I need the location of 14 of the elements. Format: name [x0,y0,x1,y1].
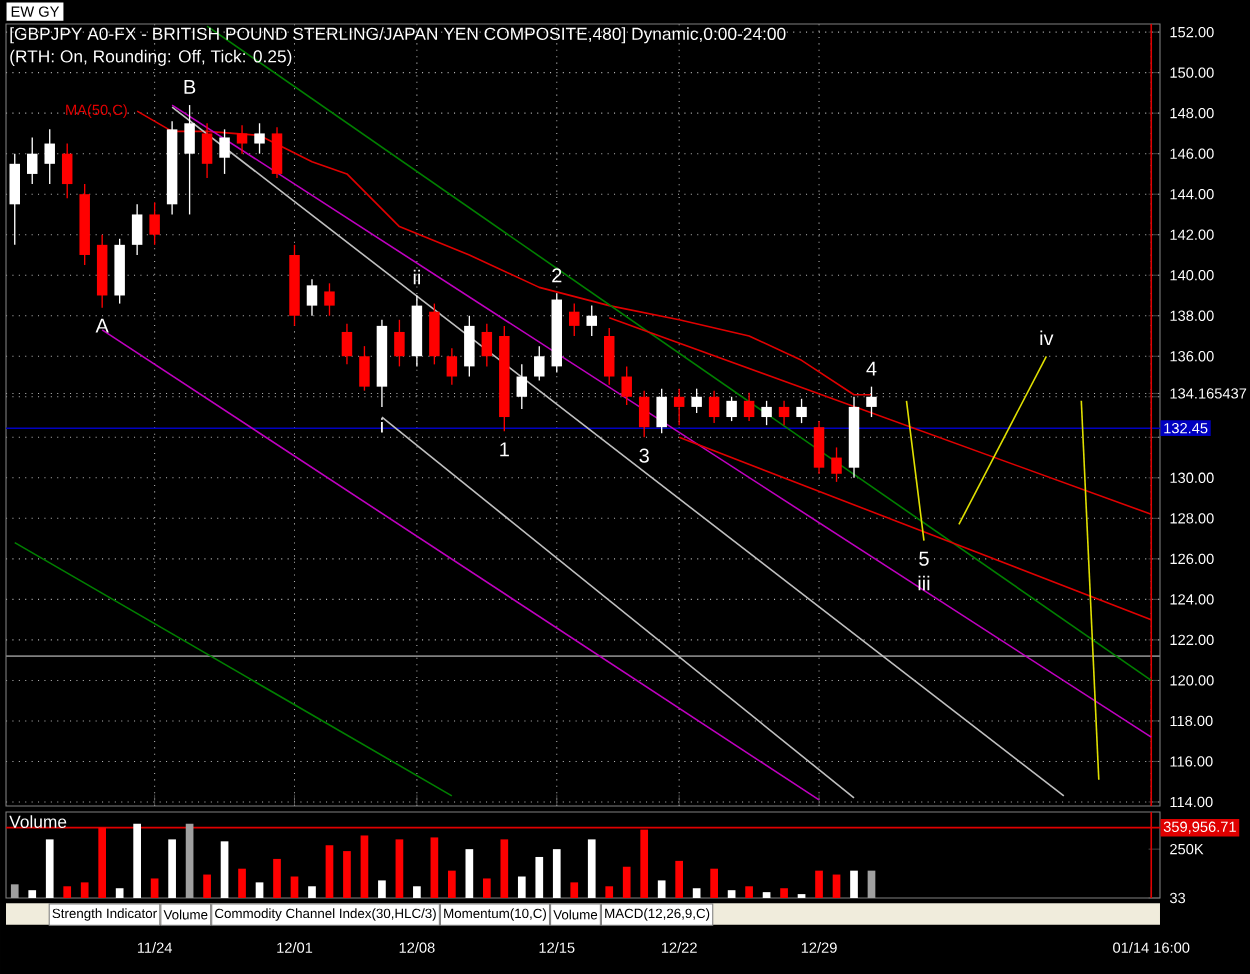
annotation: 5 [919,551,929,566]
text: (RTH: On, Rounding: Off, Tick: 0.25) [10,49,292,66]
annotation: iv [1040,330,1054,346]
annotation: B [184,80,196,94]
annotation: i [381,418,383,433]
annotation: 3 [639,448,649,463]
annotation: A [95,318,109,333]
annotation: 2 [552,268,562,283]
chart-title: [GBPJPY A0-FX - BRITISH POUND STERLING/JAPAN YEN COMPOSITE,480] Dynamic,0:00-24:00 [10,27,786,44]
annotation: 4 [866,361,877,376]
annotation: iii [918,575,930,591]
annotation: 1 [500,442,509,457]
annotation: ii [413,269,420,285]
chart-title: Volume [9,815,67,828]
